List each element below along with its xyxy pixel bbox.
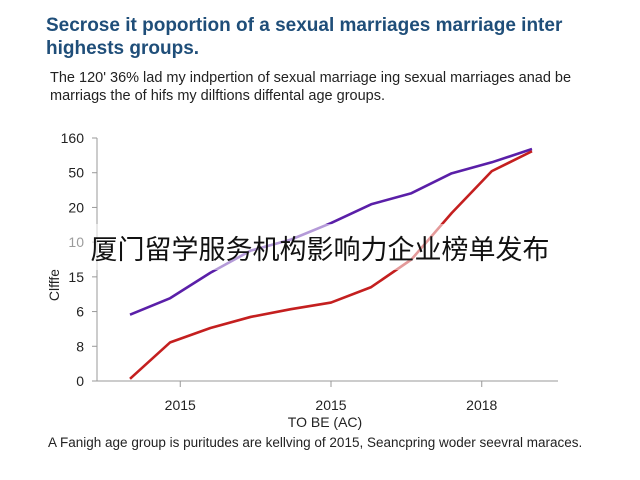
y-tick-label: 160 [61,130,85,146]
x-tick-label: 2015 [165,397,196,413]
overlay-banner [0,224,640,270]
chart-subtitle: The 120' 36% lad my indpertion of sexual… [50,70,572,104]
y-axis-title: Clfffe [46,269,62,301]
x-tick-label: 2015 [315,397,346,413]
y-tick-label: 0 [76,373,84,389]
series-line-2 [129,150,533,380]
chart-title: Secrose it poportion of a sexual marriag… [46,15,563,59]
y-tick-label: 50 [68,165,84,181]
x-tick-label: 2018 [466,397,497,413]
y-tick-label: 20 [68,199,84,215]
y-tick-label: 8 [76,338,84,354]
y-tick-label: 15 [68,269,84,285]
y-tick-label: 6 [76,304,84,320]
x-axis-title: TO BE (AC) [288,414,362,430]
chart-caption: A Fanigh age group is puritudes are kell… [48,435,583,450]
series-line-1 [129,147,533,316]
overlay-banner-text: 厦门留学服务机构影响力企业榜单发布 [90,235,550,266]
